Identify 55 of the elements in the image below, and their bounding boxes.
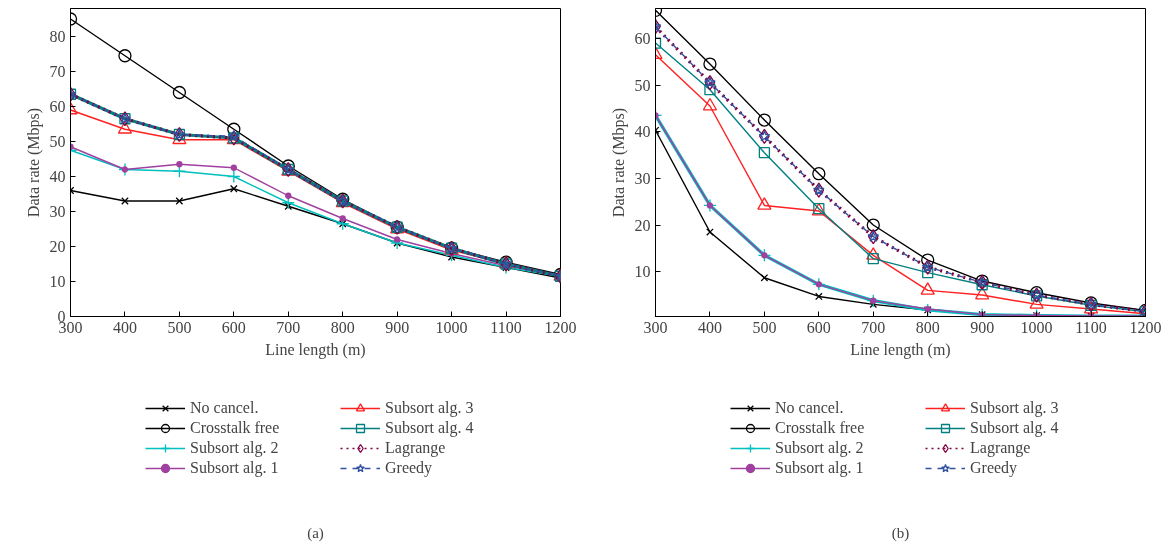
y-axis-title: Data rate (Mbps)	[24, 107, 43, 218]
y-tick-label: 10	[49, 273, 66, 290]
legend-label: Greedy	[970, 459, 1019, 477]
x-tick-label: 1100	[490, 318, 522, 336]
y-tick-label: 50	[49, 133, 66, 150]
y-tick-label: 60	[634, 29, 651, 47]
y-tick-label: 40	[49, 168, 66, 185]
legend-label: Greedy	[385, 459, 434, 477]
x-tick-label: 1000	[1020, 318, 1053, 336]
text: (b)	[891, 524, 910, 542]
legend-label: Lagrange	[385, 439, 447, 457]
legend-label: No cancel.	[190, 399, 260, 417]
y-tick-label: 20	[49, 238, 66, 255]
x-tick-label: 700	[276, 318, 301, 336]
x-tick-label: 400	[112, 318, 137, 336]
x-tick-label: 1000	[435, 318, 468, 336]
legend-label: No cancel.	[775, 399, 845, 417]
y-tick-label: 30	[634, 169, 651, 187]
text: (a)	[307, 524, 324, 542]
y-tick-label: 60	[49, 98, 66, 115]
legend-label: Subsort alg. 2	[775, 439, 865, 457]
x-tick-label: 800	[915, 318, 940, 336]
y-tick-label: 10	[634, 263, 651, 281]
y-tick-label: 40	[634, 123, 651, 141]
legend-label: Lagrange	[970, 439, 1032, 457]
x-tick-label: 600	[221, 318, 246, 336]
x-tick-label: 1200	[1129, 318, 1162, 336]
legend-label: Crosstalk free	[190, 419, 281, 437]
legend-label: Subsort alg. 1	[190, 459, 280, 477]
x-axis-title: Line length (m)	[265, 340, 366, 359]
x-tick-label: 500	[752, 318, 777, 336]
x-tick-label: 900	[385, 318, 410, 336]
legend-label: Subsort alg. 3	[385, 399, 475, 417]
x-tick-label: 800	[330, 318, 355, 336]
x-tick-label: 1200	[544, 318, 577, 336]
x-tick-label: 300	[643, 318, 668, 336]
legend-label: Crosstalk free	[775, 419, 866, 437]
x-tick-label: 700	[861, 318, 886, 336]
legend-label: Subsort alg. 4	[385, 419, 475, 437]
y-tick-label: 80	[49, 28, 66, 45]
y-tick-label: 70	[49, 63, 66, 80]
x-tick-label: 900	[970, 318, 995, 336]
x-tick-label: 1100	[1075, 318, 1107, 336]
x-tick-label: 600	[806, 318, 831, 336]
y-tick-label: 50	[634, 76, 651, 94]
x-tick-label: 400	[697, 318, 722, 336]
legend-label: Subsort alg. 3	[970, 399, 1060, 417]
y-tick-label: 30	[49, 203, 66, 220]
legend-label: Subsort alg. 2	[190, 439, 280, 457]
y-axis-title: Data rate (Mbps)	[609, 107, 628, 218]
legend-label: Subsort alg. 1	[775, 459, 865, 477]
legend-label: Subsort alg. 4	[970, 419, 1060, 437]
x-tick-label: 500	[167, 318, 192, 336]
x-axis-title: Line length (m)	[850, 340, 951, 359]
y-tick-label: 20	[634, 216, 651, 234]
